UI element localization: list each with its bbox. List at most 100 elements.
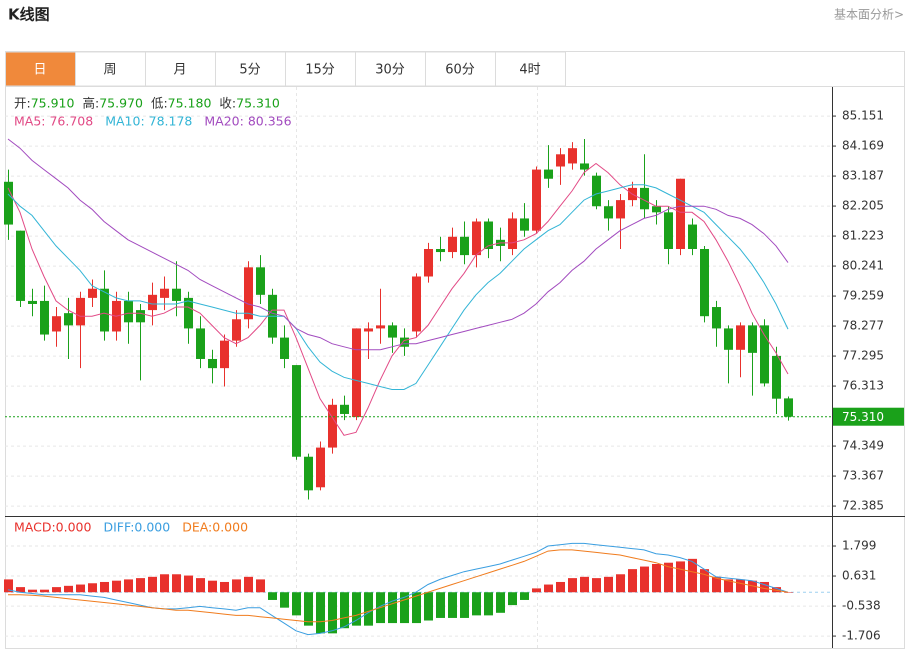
macd-legend: DEA:0.000 [182, 520, 248, 535]
macd-bar [448, 592, 457, 618]
y-tick-label: -1.706 [842, 629, 881, 643]
tab[interactable] [495, 51, 566, 87]
macd-bar [532, 588, 541, 593]
tab[interactable] [75, 51, 146, 87]
candle-body [412, 276, 421, 332]
candle-body [616, 200, 625, 219]
macd-bar [748, 580, 757, 593]
tab-label[interactable]: 日 [33, 63, 46, 78]
macd-bar [496, 592, 505, 613]
tab-label[interactable]: 60分 [445, 63, 475, 78]
tab-label[interactable]: 15分 [305, 63, 335, 78]
y-tick-label: 77.295 [842, 349, 884, 363]
candle-body [736, 325, 745, 350]
macd-bar [328, 592, 337, 634]
tab-label[interactable]: 月 [173, 63, 186, 78]
macd-line [7, 542, 789, 636]
macd-bar [568, 578, 577, 593]
tab[interactable] [425, 51, 496, 87]
candle-body [52, 316, 61, 332]
ma-line [7, 138, 789, 351]
tab[interactable] [5, 51, 76, 87]
macd-bar [676, 561, 685, 593]
macd-bar [160, 574, 169, 593]
ohlc-value: 75.910 [31, 96, 75, 111]
macd-bar [628, 569, 637, 593]
ma-legend: MA10: 78.178 [105, 114, 192, 129]
candle-body [772, 355, 781, 399]
macd-bar [592, 578, 601, 593]
tab-label[interactable]: 4时 [519, 63, 540, 78]
candle-body [304, 456, 313, 491]
candle-body [604, 206, 613, 219]
macd-bar [100, 581, 109, 593]
candle-body [436, 248, 445, 253]
candle-body [388, 325, 397, 338]
candle-body [700, 248, 709, 317]
macd-bar [340, 592, 349, 629]
ma-legend: MA20: 80.356 [204, 114, 291, 129]
candle-body [316, 447, 325, 488]
candle-body [136, 310, 145, 323]
candle-body [580, 163, 589, 170]
macd-bar [232, 579, 241, 593]
fundamental-link[interactable]: 基本面分析> [834, 8, 904, 22]
y-tick-label: -0.538 [842, 599, 881, 613]
candle-body [220, 340, 229, 369]
macd-bar [724, 579, 733, 593]
ohlc-label: 低: [151, 96, 168, 111]
y-tick-label: 78.277 [842, 319, 884, 333]
y-tick-label: 82.205 [842, 199, 884, 213]
last-price-label: 75.310 [842, 410, 884, 424]
candle-body [196, 328, 205, 359]
macd-bar [700, 569, 709, 593]
macd-bar [184, 575, 193, 593]
ma-legend: MA5: 76.708 [14, 114, 93, 129]
macd-bar [244, 576, 253, 593]
candle-body [256, 267, 265, 295]
candle-body [556, 154, 565, 167]
candle-body [508, 218, 517, 249]
candle-body [760, 325, 769, 384]
macd-bar [208, 580, 217, 593]
macd-bar [172, 574, 181, 593]
macd-bar [316, 592, 325, 634]
candle-body [592, 175, 601, 207]
y-tick-label: 74.349 [842, 439, 884, 453]
tab-label[interactable]: 5分 [239, 63, 260, 78]
macd-bar [712, 576, 721, 593]
macd-bar [688, 558, 697, 593]
macd-bar [400, 592, 409, 624]
y-tick-label: 85.151 [842, 109, 884, 123]
candle-body [712, 307, 721, 329]
macd-legend: DIFF:0.000 [103, 520, 170, 535]
candle-body [460, 236, 469, 256]
ohlc-value: 75.180 [168, 96, 212, 111]
macd-bar [460, 592, 469, 618]
candle-body [184, 297, 193, 329]
macd-bar [112, 580, 121, 593]
tab[interactable] [215, 51, 286, 87]
y-tick-label: 0.631 [842, 569, 876, 583]
macd-bar [784, 592, 793, 593]
widget-title: K线图 [8, 6, 50, 24]
macd-bar [52, 587, 61, 593]
tab[interactable] [355, 51, 426, 87]
ohlc-value: 75.970 [99, 96, 143, 111]
candle-body [484, 221, 493, 249]
macd-bar [148, 576, 157, 593]
macd-bar [124, 579, 133, 593]
y-tick-label: 72.385 [842, 499, 884, 513]
tab-label[interactable]: 周 [103, 63, 116, 78]
macd-bar [268, 592, 277, 600]
macd-bar [484, 592, 493, 616]
tab[interactable] [285, 51, 356, 87]
macd-bar [292, 592, 301, 616]
macd-bar [520, 592, 529, 600]
macd-bar [76, 584, 85, 593]
macd-bar [280, 592, 289, 608]
tab-label[interactable]: 30分 [375, 63, 405, 78]
candle-body [76, 297, 85, 326]
ma-line [7, 162, 789, 436]
